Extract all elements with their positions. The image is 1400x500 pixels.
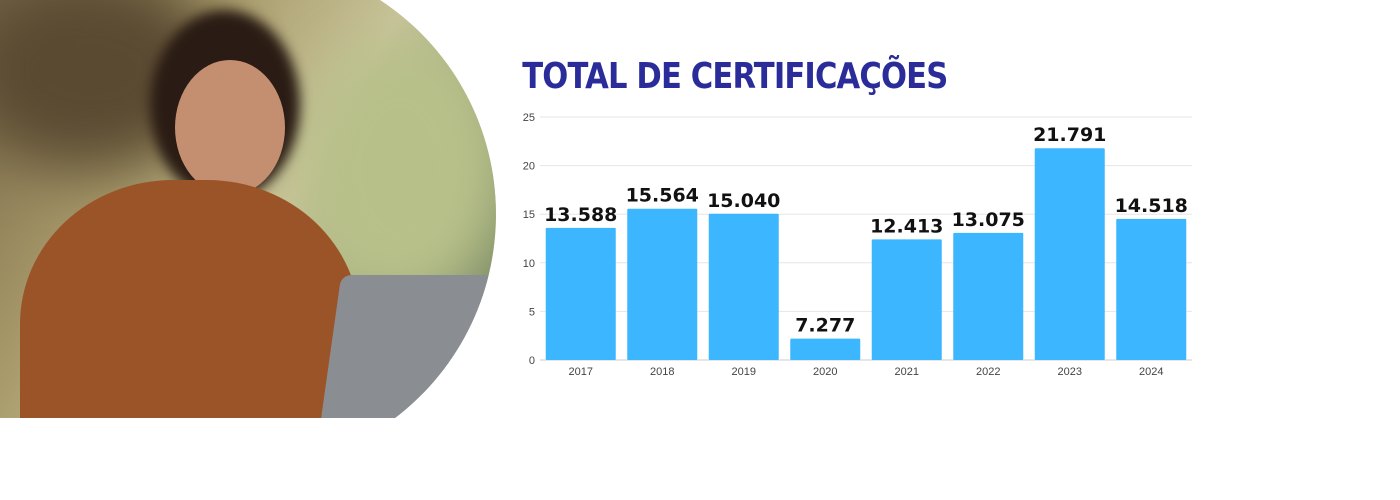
x-tick-label: 2023 [1058, 366, 1082, 378]
chart-title: TOTAL DE CERTIFICAÇÕES [522, 56, 948, 97]
y-tick-label: 10 [523, 258, 535, 270]
bar-2018 [627, 208, 698, 360]
data-label: 15.040 [707, 190, 780, 212]
data-label: 14.518 [1115, 195, 1188, 217]
x-tick-label: 2018 [650, 366, 674, 378]
x-tick-label: 2020 [813, 366, 837, 378]
y-tick-label: 5 [529, 306, 535, 318]
data-label: 15.564 [626, 185, 699, 207]
x-tick-label: 2022 [976, 366, 1000, 378]
bar-2021 [871, 239, 942, 360]
x-tick-label: 2019 [732, 366, 756, 378]
bar-2022 [953, 232, 1024, 360]
data-label: 7.277 [795, 315, 855, 337]
x-tick-label: 2017 [569, 366, 593, 378]
bar-2023 [1034, 148, 1105, 360]
bar-2024 [1116, 218, 1187, 360]
woman-using-laptop-photo [0, 0, 500, 418]
bar-2019 [708, 213, 779, 360]
data-label: 13.075 [952, 209, 1025, 231]
y-tick-label: 25 [523, 112, 535, 124]
data-label: 13.588 [544, 204, 617, 226]
x-tick-label: 2024 [1139, 366, 1163, 378]
x-tick-label: 2021 [895, 366, 919, 378]
y-tick-label: 0 [529, 355, 535, 367]
bar-chart: 0 5 10 15 20 25 13.588 2017 15.564 2018 15.040 2019… [523, 112, 1192, 378]
data-label: 12.413 [870, 215, 943, 237]
y-tick-label: 20 [523, 161, 535, 173]
bar-2020 [790, 338, 861, 360]
data-label: 21.791 [1033, 124, 1106, 146]
y-tick-label: 15 [523, 209, 535, 221]
bar-2017 [545, 227, 616, 360]
